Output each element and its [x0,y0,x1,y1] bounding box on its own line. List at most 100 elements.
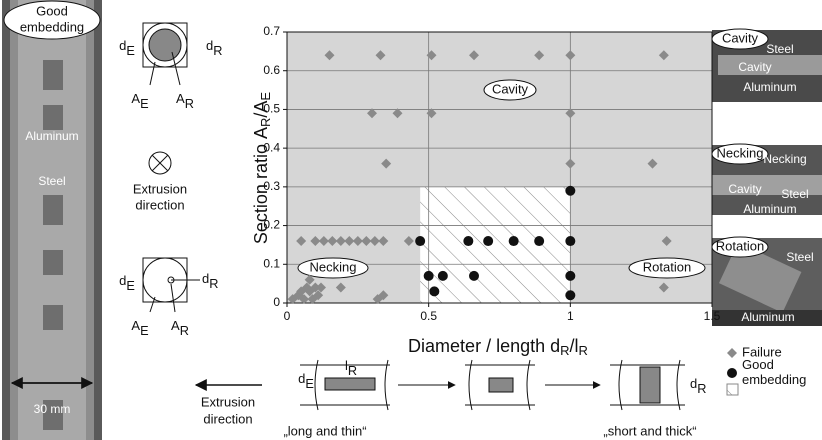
symbol-main: d [202,271,209,286]
plot-frame [286,31,713,304]
axis-label-sub: R [560,343,569,358]
failure-point [565,50,576,61]
shape-schematic [194,359,685,411]
symbol: AR [176,91,194,111]
y-tick-label: 0.7 [263,24,280,38]
symbol-main: A [131,318,140,333]
section-diagram [142,22,200,313]
extrusion-label: Extrusion [201,394,255,409]
symbol-sub: R [185,96,194,111]
extrusion-label: direction [135,197,184,212]
failure-point [381,158,392,169]
failure-point [426,50,437,61]
good-point [534,236,545,247]
symbol: dE [119,38,135,58]
photo-label: Steel [766,42,793,56]
symbol: dE [298,371,314,391]
symbol-sub: R [348,363,357,378]
legend-marker [727,348,737,358]
y-tick-label: 0.3 [263,179,280,193]
x-tick-label: 1.5 [704,309,721,323]
symbol-sub: E [126,43,135,58]
photo-label: Necking [763,152,806,166]
legend-marker [727,368,737,378]
failure-point [344,236,355,247]
symbol: dR [690,376,706,396]
symbol-main: d [119,273,126,288]
symbol-main: d [690,376,697,391]
y-tick-label: 0.6 [263,63,280,77]
axis-label-var: A [251,127,271,139]
photo-title: Necking [717,145,764,160]
failure-point [327,236,338,247]
failure-point [469,50,479,61]
photo-label: Aluminum [741,310,794,324]
region-label: Rotation [643,259,691,274]
photo-label: Steel [38,174,65,188]
symbol-main: A [176,91,185,106]
good-point [565,185,576,196]
symbol-sub: R [213,43,222,58]
extrusion-label: direction [203,411,252,426]
failure-point [658,282,669,293]
axis-label: Diameter / length dR/lR [408,336,588,359]
failure-point [296,236,307,247]
right-photos [712,30,822,326]
symbol-sub: R [209,276,218,291]
scale-label: 30 mm [34,402,71,416]
symbol: AE [131,318,148,338]
failure-point [361,236,372,247]
region-label: Necking [310,259,357,274]
failure-point [565,158,576,169]
failure-point [310,236,321,247]
symbol-sub: R [180,323,189,338]
photo-title: Good [36,3,68,18]
symbol-main: d [119,38,126,53]
failure-point [352,236,363,247]
y-tick-label: 0.2 [263,218,280,232]
y-tick-label: 0.1 [263,256,280,270]
extrusion-label: Extrusion [133,181,187,196]
failure-point [316,282,326,293]
axis-label-text: Section ratio [251,144,271,244]
good-point [463,236,474,247]
good-point [437,270,448,281]
region-label-frame [483,79,537,101]
failure-point [426,108,437,119]
photo-title: Cavity [722,30,759,45]
failure-point [324,50,335,61]
photo-label: Steel [786,250,813,264]
axis-label-var: l [575,336,579,356]
left-photo [2,0,102,440]
failure-point [310,282,321,293]
legend-label: Failure [742,344,782,359]
failure-point [375,50,386,61]
y-tick-label: 0 [273,295,280,309]
axis-label-sub: E [258,92,273,101]
good-point [415,236,426,247]
legend-hatch [726,383,739,396]
symbol: dR [206,38,222,58]
symbol-main: d [206,38,213,53]
photo-label: Aluminum [25,129,78,143]
y-tick-label: 0.5 [263,102,280,116]
photo-label: Aluminum [743,80,796,94]
photo-title: embedding [20,19,84,34]
failure-point [534,50,545,61]
symbol-sub: E [305,376,314,391]
photo-title: Rotation [716,238,764,253]
symbol: dR [202,271,218,291]
shape-label: „short and thick“ [603,423,696,438]
symbol-main: A [131,91,140,106]
failure-point [335,236,346,247]
photo-label: Cavity [738,60,771,74]
symbol-main: l [345,358,348,373]
symbol: AR [171,318,189,338]
symbol-sub: R [697,381,706,396]
failure-point [403,236,414,247]
axis-label-sub: R [258,118,273,127]
photo-label: Cavity [728,182,761,196]
failure-point [661,236,672,247]
symbol-sub: E [140,323,149,338]
failure-point [378,290,389,301]
